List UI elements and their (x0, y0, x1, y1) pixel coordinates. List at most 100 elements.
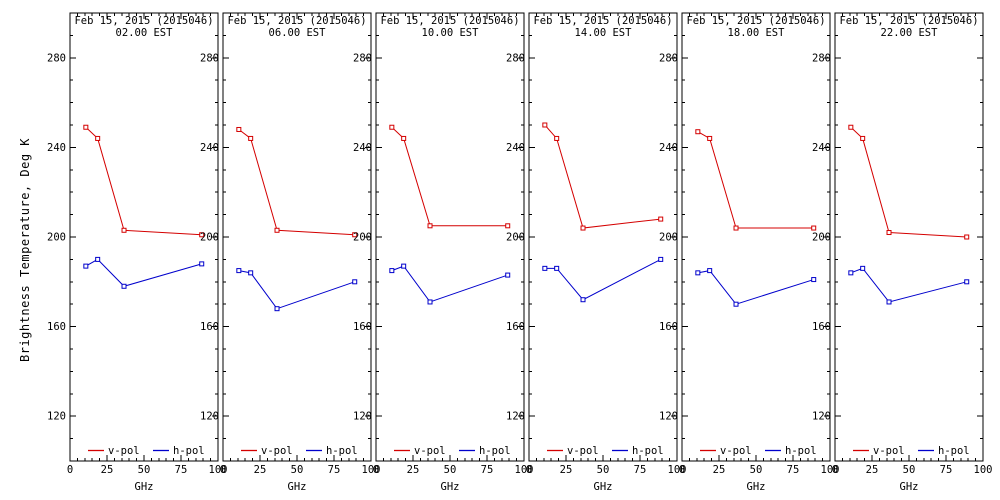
x-tick-label: 100 (209, 464, 228, 476)
v-pol-point-marker (401, 135, 407, 141)
y-axis-title: Brightness Temperature, Deg K (18, 137, 32, 363)
h-pol-point-marker (811, 277, 817, 283)
h-pol-point-marker (389, 268, 395, 274)
panel-title: Feb 15, 2015 (2015046) (227, 15, 366, 27)
x-tick-label: 100 (974, 464, 993, 476)
y-tick-label: 160 (506, 321, 525, 333)
v-pol-point-marker (707, 135, 713, 141)
x-tick-label: 50 (750, 464, 763, 476)
x-tick-label: 100 (362, 464, 381, 476)
panel-4-data (542, 122, 664, 303)
x-tick-label: 50 (597, 464, 610, 476)
panel-3-data (389, 124, 511, 305)
v-pol-point-marker (848, 124, 854, 130)
v-pol-point-marker (236, 126, 242, 132)
h-pol-point-marker (505, 272, 511, 278)
x-tick-label: 0 (526, 464, 532, 476)
panel-title: Feb 15, 2015 (2015046) (380, 15, 519, 27)
v-pol-point-marker (427, 223, 433, 229)
x-tick-label: 25 (560, 464, 573, 476)
v-pol-line (391, 126, 508, 227)
panel-subtitle: 14.00 EST (575, 27, 633, 39)
x-tick-label: 0 (373, 464, 379, 476)
legend-h-pol-label: h-pol (632, 445, 664, 457)
panel-2-axes (222, 12, 372, 462)
h-pol-point-marker (554, 265, 560, 271)
h-pol-point-marker (733, 301, 739, 307)
x-tick-label: 100 (821, 464, 840, 476)
panel-subtitle: 10.00 EST (422, 27, 480, 39)
panel-title: Feb 15, 2015 (2015046) (533, 15, 672, 27)
v-pol-point-marker (811, 225, 817, 231)
h-pol-point-marker (199, 261, 205, 267)
x-tick-label: 0 (679, 464, 685, 476)
panel-subtitle: 02.00 EST (116, 27, 174, 39)
legend-v-pol-label: v-pol (414, 445, 446, 457)
y-tick-label: 120 (47, 411, 66, 423)
h-pol-point-marker (248, 270, 254, 276)
v-pol-point-marker (695, 129, 701, 135)
y-tick-label: 280 (659, 52, 678, 64)
x-tick-label: 50 (903, 464, 916, 476)
legend-v-pol-label: v-pol (261, 445, 293, 457)
panel-6-axes (834, 12, 984, 462)
legend-h-pol-label: h-pol (479, 445, 511, 457)
v-pol-point-marker (580, 225, 586, 231)
h-pol-point-marker (695, 270, 701, 276)
y-tick-label: 280 (200, 52, 219, 64)
h-pol-point-marker (401, 263, 407, 269)
h-pol-point-marker (848, 270, 854, 276)
h-pol-point-marker (964, 279, 970, 285)
y-tick-label: 280 (353, 52, 372, 64)
y-tick-label: 160 (200, 321, 219, 333)
panel-title: Feb 15, 2015 (2015046) (686, 15, 825, 27)
y-tick-label: 120 (659, 411, 678, 423)
x-axis-label: GHz (747, 481, 766, 493)
y-tick-label: 160 (353, 321, 372, 333)
data-layer (83, 122, 970, 312)
v-pol-point-marker (274, 227, 280, 233)
panel-2-data (236, 126, 358, 312)
x-tick-label: 25 (254, 464, 267, 476)
x-tick-label: 100 (515, 464, 534, 476)
y-tick-label: 240 (47, 142, 66, 154)
panel-3-axes (375, 12, 525, 462)
legend-h-pol-label: h-pol (173, 445, 205, 457)
x-axis-label: GHz (594, 481, 613, 493)
legend-v-pol-label: v-pol (873, 445, 905, 457)
h-pol-line (391, 265, 508, 303)
x-tick-label: 75 (787, 464, 800, 476)
x-axis-label: GHz (288, 481, 307, 493)
h-pol-line (85, 258, 202, 287)
x-tick-label: 50 (291, 464, 304, 476)
y-tick-label: 240 (506, 142, 525, 154)
x-tick-label: 50 (138, 464, 151, 476)
y-tick-label: 120 (200, 411, 219, 423)
y-tick-label: 160 (47, 321, 66, 333)
h-pol-point-marker (707, 268, 713, 274)
h-pol-point-marker (236, 268, 242, 274)
v-pol-line (544, 124, 661, 229)
v-pol-line (238, 129, 355, 236)
panel-box (222, 12, 372, 462)
x-tick-label: 100 (668, 464, 687, 476)
panel-box (375, 12, 525, 462)
panel-box (528, 12, 678, 462)
y-tick-label: 160 (659, 321, 678, 333)
v-pol-point-marker (860, 135, 866, 141)
v-pol-point-marker (199, 232, 205, 238)
y-tick-label: 160 (812, 321, 831, 333)
legend-h-pol-label: h-pol (785, 445, 817, 457)
panel-1-data (83, 124, 205, 289)
v-pol-point-marker (389, 124, 395, 130)
panel-title: Feb 15, 2015 (2015046) (839, 15, 978, 27)
panel-6-legend: v-pol h-pol (853, 445, 970, 457)
y-tick-label: 280 (506, 52, 525, 64)
panel-5-data (695, 129, 817, 307)
legend-v-pol-label: v-pol (720, 445, 752, 457)
v-pol-point-marker (542, 122, 548, 128)
y-tick-label: 200 (47, 232, 66, 244)
v-pol-point-marker (95, 135, 101, 141)
v-pol-point-marker (886, 230, 892, 236)
